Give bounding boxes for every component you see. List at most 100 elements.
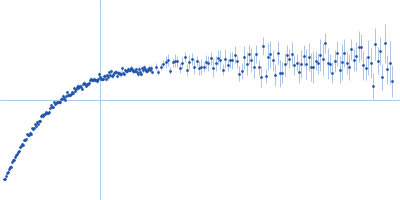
Point: [114, 75, 120, 78]
Point: [140, 69, 146, 72]
Point: [78, 85, 85, 88]
Point: [118, 72, 124, 76]
Point: [44, 111, 50, 114]
Point: [87, 78, 94, 81]
Point: [162, 61, 169, 64]
Point: [236, 72, 243, 75]
Point: [36, 120, 42, 123]
Point: [91, 78, 98, 81]
Point: [365, 56, 371, 59]
Point: [110, 73, 116, 77]
Point: [229, 59, 236, 62]
Point: [286, 57, 293, 60]
Point: [279, 71, 286, 74]
Point: [179, 61, 186, 64]
Point: [374, 59, 381, 62]
Point: [92, 79, 98, 82]
Point: [98, 77, 104, 80]
Point: [227, 58, 233, 62]
Point: [115, 71, 122, 74]
Point: [167, 69, 174, 72]
Point: [58, 97, 65, 100]
Point: [1, 178, 7, 181]
Point: [30, 126, 37, 129]
Point: [20, 143, 26, 146]
Point: [42, 111, 49, 114]
Point: [182, 55, 188, 59]
Point: [339, 60, 345, 63]
Point: [12, 156, 18, 159]
Point: [160, 62, 166, 65]
Point: [40, 112, 47, 115]
Point: [84, 82, 91, 85]
Point: [66, 94, 73, 97]
Point: [52, 102, 59, 105]
Point: [73, 85, 80, 88]
Point: [97, 75, 104, 78]
Point: [119, 67, 126, 70]
Point: [267, 53, 274, 56]
Point: [250, 65, 257, 69]
Point: [344, 61, 350, 64]
Point: [50, 101, 57, 104]
Point: [248, 58, 254, 62]
Point: [5, 170, 11, 174]
Point: [106, 71, 112, 74]
Point: [310, 65, 316, 69]
Point: [76, 85, 83, 88]
Point: [294, 61, 300, 64]
Point: [36, 119, 43, 123]
Point: [75, 87, 82, 90]
Point: [239, 69, 245, 72]
Point: [58, 97, 64, 100]
Point: [334, 52, 340, 55]
Point: [100, 78, 106, 81]
Point: [95, 78, 102, 81]
Point: [196, 67, 202, 70]
Point: [71, 89, 78, 92]
Point: [89, 78, 96, 82]
Point: [148, 66, 154, 70]
Point: [172, 59, 178, 62]
Point: [125, 67, 131, 71]
Point: [217, 58, 224, 61]
Point: [42, 113, 48, 116]
Point: [296, 70, 302, 73]
Point: [262, 74, 269, 78]
Point: [386, 61, 393, 64]
Point: [370, 85, 376, 88]
Point: [88, 77, 95, 80]
Point: [81, 82, 88, 85]
Point: [188, 58, 195, 61]
Point: [358, 45, 364, 48]
Point: [143, 69, 149, 72]
Point: [29, 127, 35, 130]
Point: [246, 53, 252, 56]
Point: [11, 158, 17, 161]
Point: [232, 53, 238, 56]
Point: [177, 66, 183, 70]
Point: [384, 68, 390, 71]
Point: [300, 54, 307, 57]
Point: [65, 94, 72, 97]
Point: [54, 101, 60, 104]
Point: [312, 59, 319, 62]
Point: [27, 131, 33, 134]
Point: [170, 61, 176, 64]
Point: [69, 92, 76, 95]
Point: [128, 66, 134, 70]
Point: [56, 101, 63, 104]
Point: [62, 94, 69, 98]
Point: [346, 66, 352, 69]
Point: [139, 66, 145, 69]
Point: [52, 102, 58, 106]
Point: [127, 68, 133, 71]
Point: [108, 70, 114, 73]
Point: [90, 78, 96, 81]
Point: [54, 100, 61, 104]
Point: [210, 66, 216, 69]
Point: [158, 65, 164, 68]
Point: [260, 45, 266, 48]
Point: [320, 58, 326, 61]
Point: [74, 84, 81, 87]
